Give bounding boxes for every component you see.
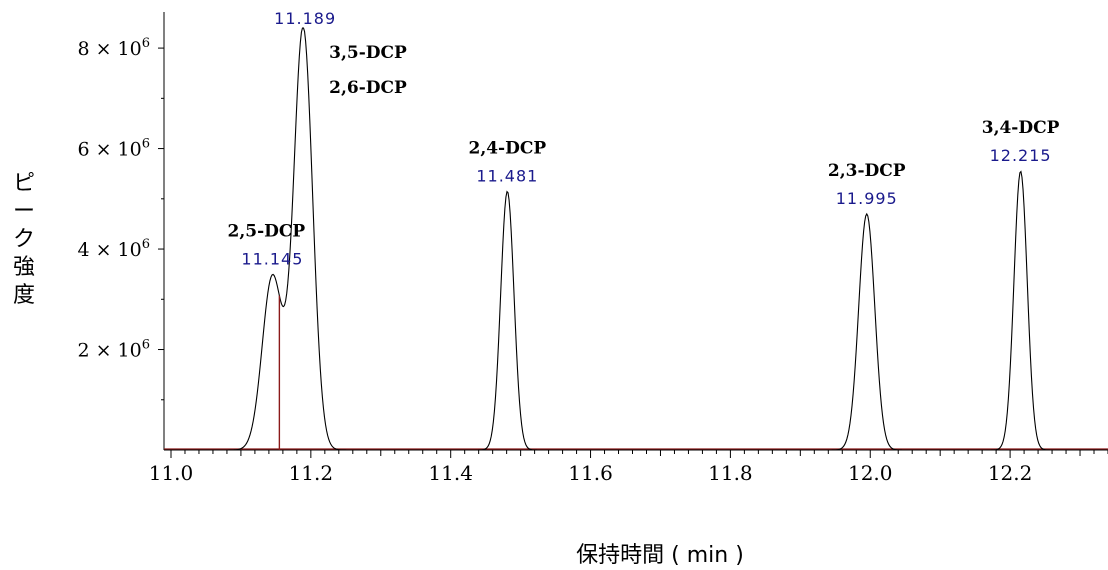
y-axis-title-char: 強 bbox=[13, 255, 35, 280]
y-axis-title-char: 度 bbox=[13, 283, 35, 308]
x-tick-label: 11.8 bbox=[708, 461, 753, 485]
compound-label: 2,3-DCP bbox=[828, 161, 906, 181]
y-axis-title-char: ー bbox=[13, 199, 35, 224]
x-axis-title: 保持時間 ( min ) bbox=[576, 543, 744, 568]
x-tick-label: 11.4 bbox=[428, 461, 473, 485]
y-tick-label: 4 × 106 bbox=[77, 237, 150, 261]
y-tick-label: 8 × 106 bbox=[77, 36, 150, 60]
retention-time-label: 11.145 bbox=[241, 250, 303, 269]
retention-time-label: 11.481 bbox=[476, 166, 538, 185]
x-tick-label: 12.2 bbox=[988, 461, 1033, 485]
y-axis-title-char: ピ bbox=[13, 171, 35, 196]
compound-label: 3,5-DCP bbox=[329, 43, 407, 63]
retention-time-label: 11.995 bbox=[836, 189, 898, 208]
x-tick-label: 11.2 bbox=[289, 461, 334, 485]
x-tick-label: 12.0 bbox=[848, 461, 893, 485]
compound-label: 2,5-DCP bbox=[228, 222, 306, 242]
y-axis-title-char: ク bbox=[13, 227, 35, 252]
retention-time-label: 12.215 bbox=[990, 146, 1052, 165]
x-tick-label: 11.0 bbox=[149, 461, 194, 485]
chromatogram-trace bbox=[164, 27, 1107, 451]
compound-label: 3,4-DCP bbox=[982, 118, 1060, 138]
x-tick-label: 11.6 bbox=[568, 461, 613, 485]
compound-label: 2,4-DCP bbox=[468, 138, 546, 158]
compound-label: 2,6-DCP bbox=[329, 78, 407, 98]
y-tick-label: 2 × 106 bbox=[77, 338, 150, 362]
y-tick-label: 6 × 106 bbox=[77, 137, 150, 161]
retention-time-label: 11.189 bbox=[274, 9, 336, 28]
